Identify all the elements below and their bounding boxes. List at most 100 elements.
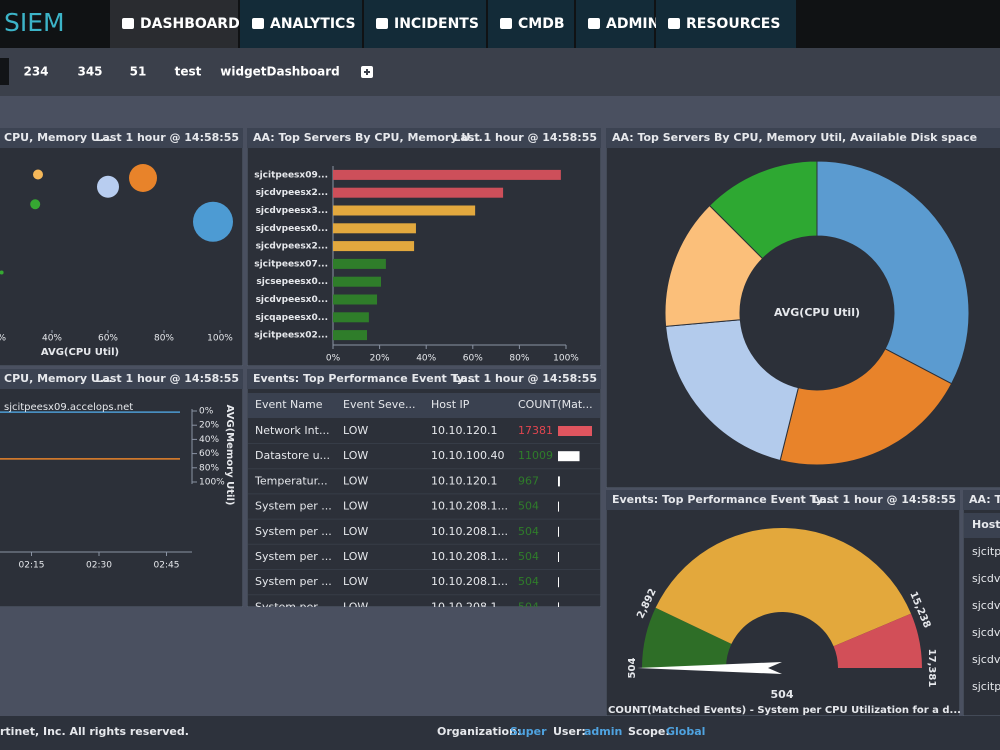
bubble bbox=[97, 175, 119, 198]
x-tick-label: 80% bbox=[509, 354, 529, 364]
y-tick-label: 40% bbox=[199, 435, 219, 445]
gauge-band bbox=[833, 613, 922, 668]
count-bar bbox=[558, 426, 592, 436]
donut-segment bbox=[816, 160, 970, 385]
panel-body bbox=[0, 369, 243, 607]
gauge-tick-label: 17,381 bbox=[926, 649, 937, 688]
donut-segment bbox=[779, 348, 953, 466]
tab-bar bbox=[0, 48, 1000, 96]
x-tick-label: 40% bbox=[416, 354, 436, 364]
panel-title: CPU, Memory U... bbox=[4, 372, 112, 385]
bar bbox=[333, 205, 476, 216]
nav-item-label: DASHBOARD bbox=[140, 16, 240, 32]
bar bbox=[333, 312, 369, 323]
column-header: Host bbox=[972, 518, 1000, 531]
footer-org: Super bbox=[510, 725, 547, 738]
y-tick-label: sjcdvpeesx0... bbox=[256, 295, 328, 305]
y-tick-label: 20% bbox=[199, 421, 219, 431]
column-header: Event Name bbox=[255, 398, 323, 411]
x-tick-label: 02:45 bbox=[154, 561, 180, 571]
table-cell: sjcdv bbox=[972, 653, 1000, 666]
table-cell-count: 504 bbox=[518, 575, 539, 588]
table-cell-count: 504 bbox=[518, 500, 539, 513]
count-bar bbox=[558, 476, 560, 487]
footer-user-label: User: bbox=[553, 725, 586, 738]
column-header: COUNT(Mat... bbox=[518, 398, 593, 411]
table-header bbox=[248, 393, 600, 418]
panel-header bbox=[963, 490, 1000, 510]
panel: Events: Top Performance Event Ty...Last … bbox=[606, 490, 960, 716]
y-tick-label: sjcitpeesx09... bbox=[254, 170, 328, 180]
nav-icon bbox=[376, 18, 388, 29]
panel: CPU, Memory U...Last 1 hour @ 14:58:55 0%… bbox=[0, 369, 243, 607]
panel-header bbox=[0, 369, 243, 389]
table-cell: System per ... bbox=[255, 550, 332, 563]
table-cell: LOW bbox=[343, 449, 368, 462]
panel: AA: To Host sjcitp sjcdv sjcdv sjcdv sjcdv sjci… bbox=[963, 490, 1000, 716]
x-axis-label: AVG(CPU Util) bbox=[41, 347, 119, 358]
donut-center-label: AVG(CPU Util) bbox=[774, 306, 860, 319]
y-tick-label: 100% bbox=[199, 478, 225, 488]
panel-header bbox=[247, 369, 601, 389]
table-cell: System per ... bbox=[255, 600, 332, 613]
bubble bbox=[0, 270, 4, 275]
x-tick-label: 60% bbox=[463, 354, 483, 364]
add-tab-icon bbox=[364, 69, 370, 75]
column-header: Event Seve... bbox=[343, 398, 416, 411]
bar bbox=[333, 258, 386, 269]
table-cell: LOW bbox=[343, 600, 368, 613]
footer-org-label: Organization: bbox=[437, 725, 521, 738]
nav-icon bbox=[122, 18, 134, 29]
bar bbox=[333, 223, 416, 234]
active-tab[interactable] bbox=[0, 58, 9, 85]
footer-scope: Global bbox=[666, 725, 705, 738]
table-cell: 10.10.208.1... bbox=[431, 575, 508, 588]
x-tick-label: 40% bbox=[42, 334, 62, 344]
table-cell-count: 11009 bbox=[518, 449, 553, 462]
table-cell: LOW bbox=[343, 550, 368, 563]
panel-header bbox=[0, 128, 243, 148]
panel-body bbox=[0, 128, 243, 366]
bar bbox=[333, 276, 381, 287]
x-tick-label: 80% bbox=[154, 334, 174, 344]
panel-title: Events: Top Performance Event Ty... bbox=[612, 493, 835, 506]
panel-title: AA: Top Servers By CPU, Memory U... bbox=[253, 131, 483, 144]
panel-header bbox=[247, 128, 601, 148]
x-tick-label: 100% bbox=[207, 334, 233, 344]
x-tick-label: 20% bbox=[0, 334, 6, 344]
panel-time: Last 1 hour @ 14:58:55 bbox=[453, 372, 597, 385]
bar bbox=[333, 241, 415, 252]
y-tick-label: sjcqapeesx0... bbox=[255, 313, 328, 323]
bar bbox=[333, 187, 504, 198]
footer-scope-label: Scope: bbox=[628, 725, 670, 738]
gauge-needle bbox=[637, 662, 782, 674]
tab-label[interactable]: 234 bbox=[23, 65, 48, 79]
nav-item-label: ADMIN bbox=[606, 16, 659, 32]
y-axis-label: AVG(Memory Util) bbox=[224, 405, 235, 506]
bubble bbox=[30, 199, 41, 210]
panel-title: CPU, Memory U... bbox=[4, 131, 112, 144]
logo: SIEM bbox=[4, 8, 65, 37]
table-cell: sjcdv bbox=[972, 599, 1000, 612]
panel: CPU, Memory U...Last 1 hour @ 14:58:55 20… bbox=[0, 128, 243, 366]
y-tick-label: sjcdvpeesx2... bbox=[256, 242, 328, 252]
column-header: Host IP bbox=[431, 398, 470, 411]
y-tick-label: 80% bbox=[199, 463, 219, 473]
footer-user: admin bbox=[584, 725, 622, 738]
table-cell: 10.10.120.1 bbox=[431, 424, 497, 437]
legend-label: sjcitpeesx09.accelops.net bbox=[4, 402, 133, 413]
y-tick-label: sjcdvpeesx0... bbox=[256, 224, 328, 234]
x-tick-label: 02:30 bbox=[86, 561, 112, 571]
panel: AA: Top Servers By CPU, Memory U...Last … bbox=[247, 128, 601, 366]
table-header bbox=[964, 513, 1000, 538]
y-tick-label: sjcdvpeesx2... bbox=[256, 188, 328, 198]
tab-label[interactable]: widgetDashboard bbox=[220, 65, 339, 79]
tab-label[interactable]: test bbox=[175, 65, 202, 79]
x-tick-label: 100% bbox=[553, 354, 579, 364]
tab-label[interactable]: 51 bbox=[130, 65, 147, 79]
donut-segment bbox=[708, 160, 818, 260]
bubble bbox=[193, 201, 233, 242]
table-cell: sjcdv bbox=[972, 626, 1000, 639]
tab-label[interactable]: 345 bbox=[77, 65, 102, 79]
